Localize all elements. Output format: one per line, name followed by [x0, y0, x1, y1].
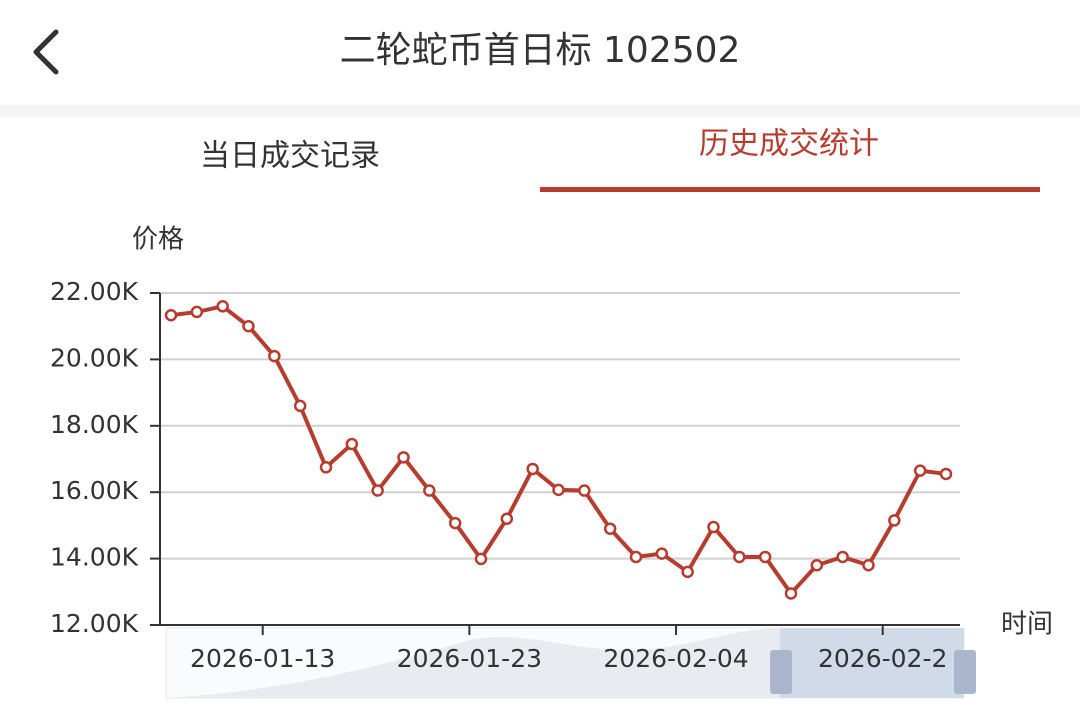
price-line	[170, 304, 947, 596]
tab-active[interactable]: 历史成交统计	[699, 127, 879, 162]
y-tick-label: 14.00K	[50, 543, 139, 572]
point	[862, 558, 875, 572]
x-tick-label: 2026-01-23	[397, 644, 542, 673]
y-tick-label: 20.00K	[50, 343, 139, 372]
x-axis-title: 时间	[1001, 610, 1053, 640]
point	[526, 462, 539, 476]
tab[interactable]: 当日成交记录	[200, 139, 380, 174]
point	[733, 550, 746, 564]
tab-underline	[540, 187, 1040, 192]
point	[603, 522, 617, 535]
point	[293, 399, 307, 413]
point	[423, 484, 436, 497]
x-tick-label: 2026-02-04	[603, 644, 748, 673]
point	[164, 308, 178, 322]
point	[242, 319, 255, 333]
y-axis-title: 价格	[132, 225, 184, 255]
point	[216, 300, 229, 313]
point	[836, 550, 849, 564]
y-tick-label: 22.00K	[50, 277, 139, 306]
point	[190, 305, 204, 319]
point	[371, 484, 384, 497]
point	[784, 587, 798, 600]
x-tick-label: 2026-02-2	[818, 644, 947, 673]
back-button[interactable]	[33, 29, 59, 75]
point	[397, 451, 410, 464]
point	[655, 547, 669, 560]
point	[888, 514, 901, 527]
y-tick-label: 12.00K	[50, 609, 139, 638]
point	[810, 558, 824, 572]
point	[319, 461, 333, 474]
separator	[0, 105, 1080, 117]
point	[552, 483, 565, 497]
zoom-slider[interactable]	[165, 627, 976, 699]
y-tick-label: 18.00K	[50, 410, 139, 439]
point	[345, 437, 359, 451]
point	[758, 550, 772, 564]
point	[268, 349, 281, 363]
page-title: 二轮蛇币首日标 102502	[340, 30, 741, 71]
point	[939, 467, 953, 481]
y-tick-label: 16.00K	[50, 476, 139, 505]
point	[448, 516, 462, 530]
point	[707, 520, 720, 534]
point	[681, 565, 694, 579]
point	[629, 550, 643, 564]
point	[500, 512, 514, 526]
point	[474, 552, 488, 566]
point	[578, 484, 591, 497]
point	[913, 464, 927, 477]
x-tick-label: 2026-01-13	[190, 644, 335, 673]
